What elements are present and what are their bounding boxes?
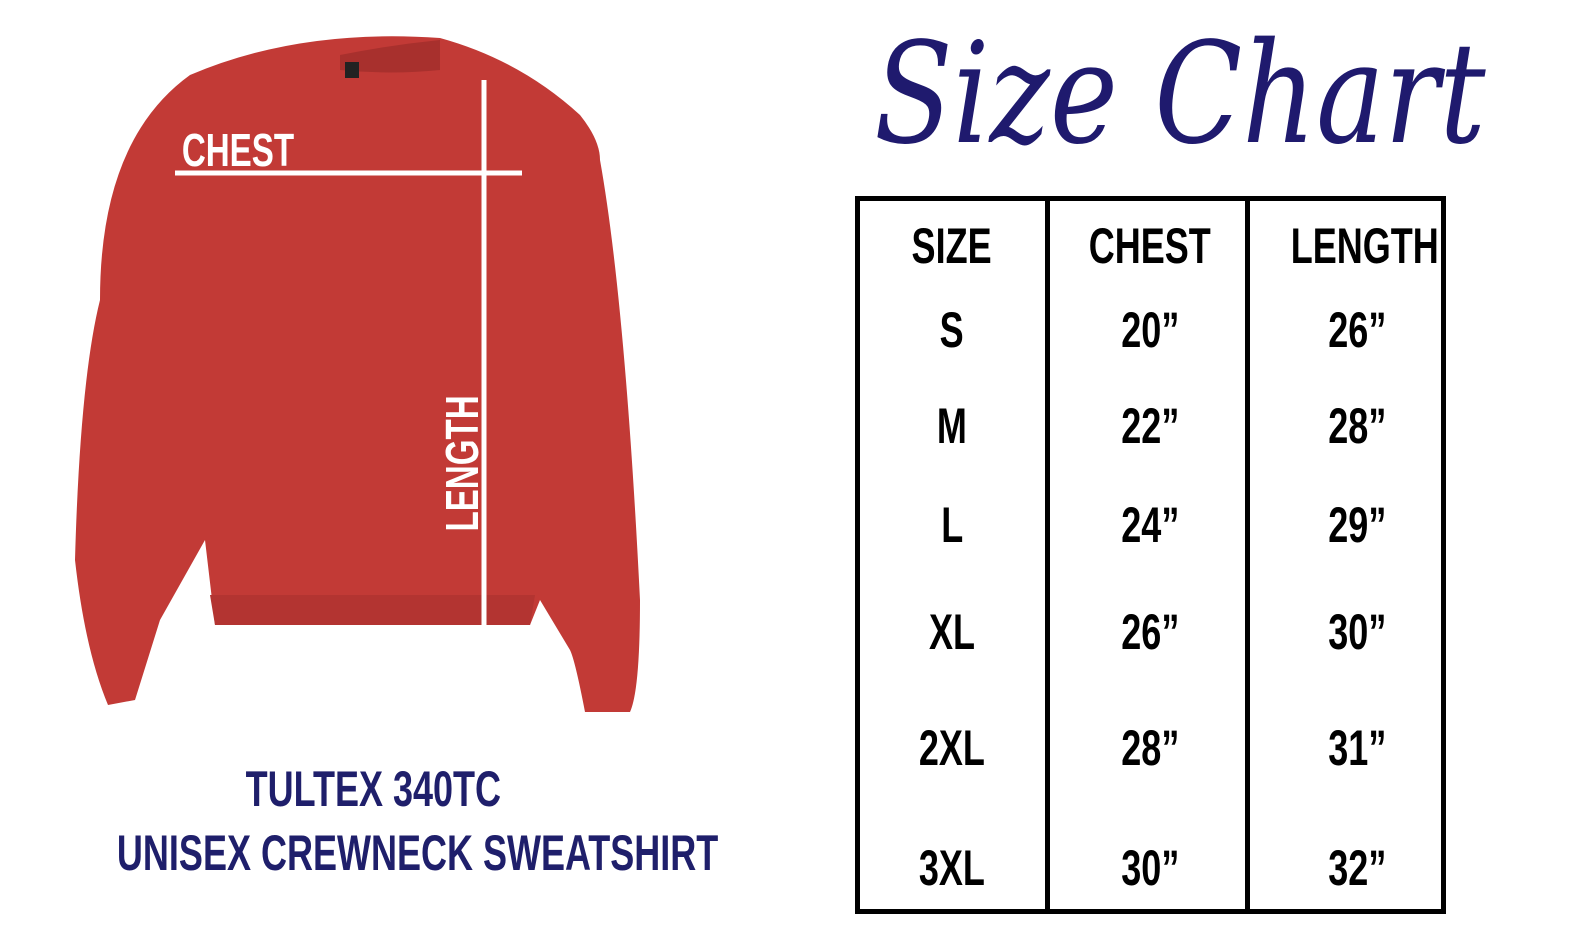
product-description: UNISEX CREWNECK SWEATSHIRT [116,825,719,881]
table-cell: 31” [1262,721,1452,776]
sweatshirt-image [75,36,640,713]
product-model: TULTEX 340TC [245,761,501,817]
table-cell: 20” [1055,303,1245,358]
table-cell: 30” [1055,841,1245,896]
column-header: CHEST [1055,219,1245,274]
table-cell: S [857,303,1047,358]
size-chart-title-text: Size Chart [874,13,1486,176]
table-cell-text: 30” [1120,840,1180,896]
table-cell-text: M [937,398,967,454]
table-cell: 28” [1055,721,1245,776]
table-cell-text: 22” [1120,398,1180,454]
sweatshirt-body [75,36,640,713]
table-cell-text: 31” [1327,720,1387,776]
table-cell: M [857,399,1047,454]
table-cell-text: S [939,302,965,358]
column-header: LENGTH [1262,219,1452,274]
column-header-text: SIZE [911,218,993,274]
table-cell: L [857,498,1047,553]
table-cell-text: 3XL [918,840,986,896]
chest-label: CHEST [181,124,295,176]
column-divider [1245,201,1250,909]
column-header-text: LENGTH [1290,218,1439,274]
table-cell-text: 26” [1120,604,1180,660]
table-cell-text: 30” [1327,604,1387,660]
table-cell-text: 32” [1327,840,1387,896]
table-cell-text: 24” [1120,497,1180,553]
length-label: LENGTH [436,395,488,532]
table-cell: 29” [1262,498,1452,553]
table-cell-text: 2XL [918,720,986,776]
column-divider [1045,201,1050,909]
table-cell-text: 28” [1327,398,1387,454]
size-chart-title: Size Chart [790,10,1570,180]
table-cell: 3XL [857,841,1047,896]
table-cell: 28” [1262,399,1452,454]
size-table: SIZE CHEST LENGTH S 20” 26” M 22” 28” L 24” 29” XL 26… [855,196,1446,914]
table-cell: 24” [1055,498,1245,553]
table-cell: 26” [1262,303,1452,358]
table-cell: 2XL [857,721,1047,776]
table-cell: XL [857,605,1047,660]
column-header: SIZE [857,219,1047,274]
table-cell: 22” [1055,399,1245,454]
table-cell-text: XL [928,604,976,660]
table-cell-text: 20” [1120,302,1180,358]
table-cell-text: L [940,497,963,553]
table-cell: 32” [1262,841,1452,896]
table-cell-text: 26” [1327,302,1387,358]
table-cell-text: 28” [1120,720,1180,776]
table-cell-text: 29” [1327,497,1387,553]
table-cell: 30” [1262,605,1452,660]
table-cell: 26” [1055,605,1245,660]
column-header-text: CHEST [1088,218,1212,274]
